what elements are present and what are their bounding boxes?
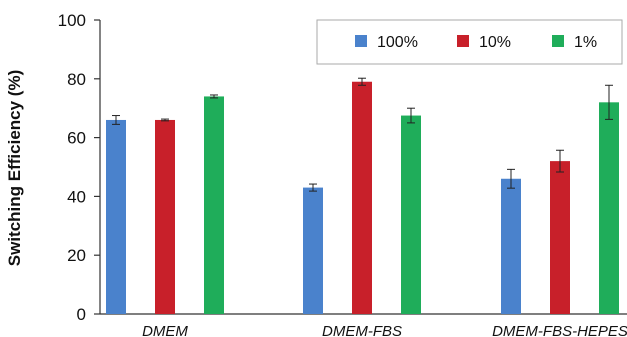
bars-group [106, 77, 619, 315]
y-axis-label: Switching Efficiency (%) [5, 70, 24, 266]
bar-dmem-fbs-hepes-10pct [550, 161, 570, 314]
y-tick-label: 0 [77, 305, 86, 324]
legend: 100% 10% 1% [316, 19, 623, 65]
bar-dmem-fbs-1pct [401, 115, 421, 314]
category-label: DMEM-FBS-HEPES [492, 323, 627, 337]
error-bar [309, 183, 317, 192]
bar-dmem-1pct [204, 96, 224, 314]
y-tick-label: 60 [67, 129, 86, 148]
legend-swatch [355, 35, 367, 47]
y-axis-ticks: 0 20 40 60 80 100 [58, 11, 100, 324]
bar-dmem-10pct [155, 119, 175, 315]
error-bar [556, 149, 564, 173]
legend-label: 1% [574, 34, 597, 51]
category-label: DMEM [142, 323, 188, 337]
error-bar [112, 115, 120, 125]
error-bar [161, 118, 169, 122]
y-tick-label: 20 [67, 246, 86, 265]
bar-dmem-fbs-hepes-100pct [501, 178, 521, 314]
category-labels: DMEM DMEM-FBS DMEM-FBS-HEPES [142, 323, 627, 337]
legend-items: 100% 10% 1% [355, 34, 597, 51]
bar-dmem-fbs-hepes-1pct [599, 102, 619, 314]
error-bar [407, 107, 415, 124]
y-tick-label: 80 [67, 70, 86, 89]
error-bar [358, 77, 366, 86]
y-tick-label: 100 [58, 11, 86, 30]
bar-dmem-fbs-10pct [352, 81, 372, 315]
error-bar [507, 168, 515, 189]
category-label: DMEM-FBS [322, 323, 402, 337]
error-bar [605, 84, 613, 120]
y-tick-label: 40 [67, 187, 86, 206]
error-bar [210, 94, 218, 99]
bar-dmem-100pct [106, 119, 126, 315]
legend-swatch [552, 35, 564, 47]
legend-swatch [457, 35, 469, 47]
bar-dmem-fbs-100pct [303, 187, 323, 314]
legend-label: 10% [479, 34, 511, 51]
legend-box [316, 19, 623, 65]
legend-label: 100% [377, 34, 418, 51]
